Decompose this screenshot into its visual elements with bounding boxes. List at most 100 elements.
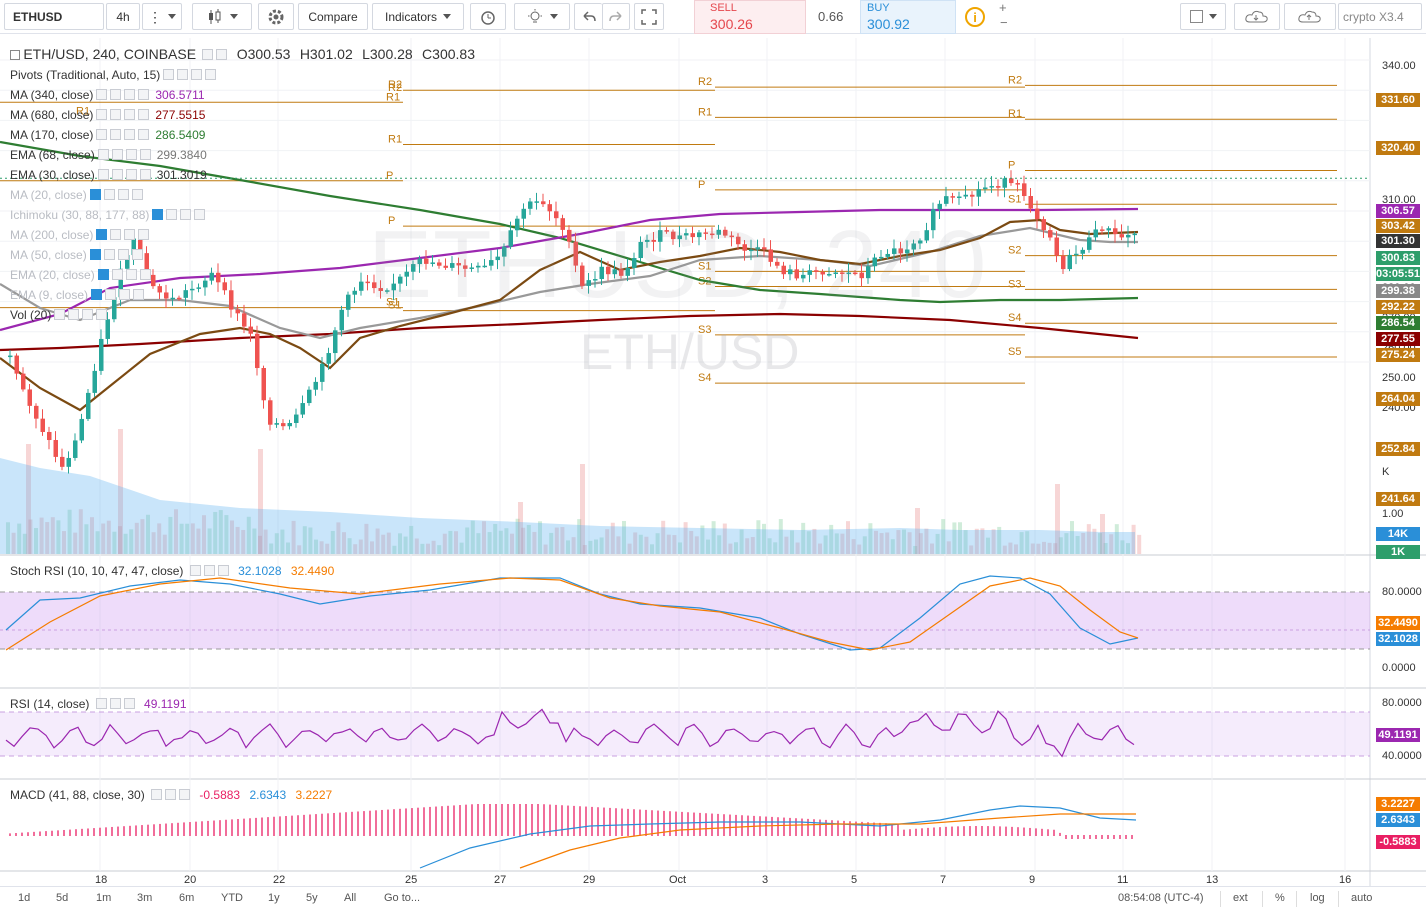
settings-icon[interactable] [110,229,122,240]
indicator-legend-row[interactable]: EMA (9, close) [10,288,145,302]
eye-icon[interactable] [91,289,103,300]
remove-icon[interactable] [96,309,108,320]
copy-icon[interactable] [119,289,131,300]
indicator-legend-row[interactable]: EMA (20, close) [10,268,151,282]
remove-icon[interactable] [138,89,150,100]
remove-icon[interactable] [194,209,206,220]
settings-icon[interactable] [216,49,228,60]
save-layout-button[interactable] [1284,3,1336,30]
range-button[interactable]: 3m [137,892,153,904]
indicator-legend-row[interactable]: EMA (30, close) 301.3019 [10,168,207,182]
eye-icon[interactable] [97,269,109,280]
settings-icon[interactable] [111,149,123,160]
range-button[interactable]: 1m [96,892,112,904]
symbol-search-input[interactable]: ETHUSD [4,3,104,30]
indicator-legend-row[interactable]: MA (200, close) [10,228,150,242]
settings-icon[interactable] [111,169,123,180]
range-button[interactable]: 1d [18,892,31,904]
settings-icon[interactable] [177,69,189,80]
indicators-button[interactable]: Indicators [372,3,464,30]
collapse-icon[interactable] [10,50,20,60]
ext-hours-toggle[interactable]: ext [1233,892,1248,904]
remove-icon[interactable] [133,289,145,300]
quantity-stepper[interactable]: + − [992,0,1014,34]
range-button[interactable]: 5d [56,892,69,904]
eye-icon[interactable] [202,49,214,60]
eye-icon[interactable] [96,129,108,140]
indicator-legend-row[interactable]: MA (170, close) 286.5409 [10,128,205,142]
settings-icon[interactable] [166,209,178,220]
percent-scale-toggle[interactable]: % [1275,892,1285,904]
range-button[interactable]: All [344,892,357,904]
copy-icon[interactable] [125,169,137,180]
eye-icon[interactable] [96,109,108,120]
settings-icon[interactable] [111,269,123,280]
eye-icon[interactable] [189,565,201,576]
remove-icon[interactable] [131,189,143,200]
eye-icon[interactable] [152,209,164,220]
indicator-legend-row[interactable]: MA (340, close) 306.5711 [10,88,205,102]
copy-icon[interactable] [191,69,203,80]
buy-button[interactable]: BUY 300.92 [860,0,956,34]
remove-icon[interactable] [131,249,143,260]
goto-button[interactable]: Go to... [384,892,421,904]
info-button[interactable]: i [958,0,992,34]
copy-icon[interactable] [117,249,129,260]
eye-icon[interactable] [163,69,175,80]
copy-icon[interactable] [82,309,94,320]
chart-area[interactable]: R1 P S1 R2 R1 P S1 R2 R1 P S1 S2 S3 S4 R2 R1 P S1 S2 S3 S4 S5… [0,38,1426,886]
indicator-legend-row[interactable]: MA (20, close) [10,188,143,202]
settings-icon[interactable] [103,189,115,200]
chart-style-button[interactable] [192,3,252,30]
settings-button[interactable] [258,3,294,30]
copy-icon[interactable] [124,229,136,240]
eye-icon[interactable] [96,229,108,240]
indicator-legend-row[interactable]: Vol (20) [10,308,108,322]
settings-icon[interactable] [68,309,80,320]
remove-icon[interactable] [139,269,151,280]
remove-icon[interactable] [217,565,229,576]
settings-icon[interactable] [110,89,122,100]
remove-icon[interactable] [205,69,217,80]
sell-button[interactable]: SELL 300.26 [694,0,806,34]
eye-icon[interactable] [54,309,66,320]
range-button[interactable]: 6m [179,892,195,904]
remove-icon[interactable] [179,789,191,800]
settings-icon[interactable] [103,249,115,260]
minus-icon[interactable]: − [1000,15,1008,30]
remove-icon[interactable] [139,169,151,180]
range-button[interactable]: 1y [268,892,280,904]
eye-icon[interactable] [97,149,109,160]
indicator-legend-row[interactable]: EMA (68, close) 299.3840 [10,148,207,162]
copy-icon[interactable] [125,149,137,160]
remove-icon[interactable] [138,229,150,240]
fullscreen-button[interactable] [634,3,664,30]
theme-button[interactable] [514,3,570,30]
eye-icon[interactable] [151,789,163,800]
eye-icon[interactable] [96,89,108,100]
settings-icon[interactable] [105,289,117,300]
compare-button[interactable]: Compare [298,3,368,30]
settings-icon[interactable] [110,109,122,120]
settings-icon[interactable] [109,698,121,709]
copy-icon[interactable] [117,189,129,200]
load-layout-button[interactable] [1234,3,1280,30]
remove-icon[interactable] [139,149,151,160]
indicator-legend-row[interactable]: Pivots (Traditional, Auto, 15) [10,68,217,82]
eye-icon[interactable] [97,169,109,180]
settings-icon[interactable] [165,789,177,800]
undo-button[interactable] [574,3,602,30]
settings-icon[interactable] [110,129,122,140]
plus-icon[interactable]: + [999,0,1007,15]
interval-button[interactable]: 4h [106,3,140,30]
eye-icon[interactable] [89,189,101,200]
range-button[interactable]: 5y [306,892,318,904]
range-button[interactable]: YTD [221,892,243,904]
layout-name-button[interactable]: crypto X3.4 [1338,3,1422,30]
log-scale-toggle[interactable]: log [1310,892,1325,904]
remove-icon[interactable] [138,129,150,140]
copy-icon[interactable] [124,109,136,120]
indicator-legend-row[interactable]: MA (680, close) 277.5515 [10,108,205,122]
settings-icon[interactable] [203,565,215,576]
drawing-color-button[interactable] [1180,3,1226,30]
